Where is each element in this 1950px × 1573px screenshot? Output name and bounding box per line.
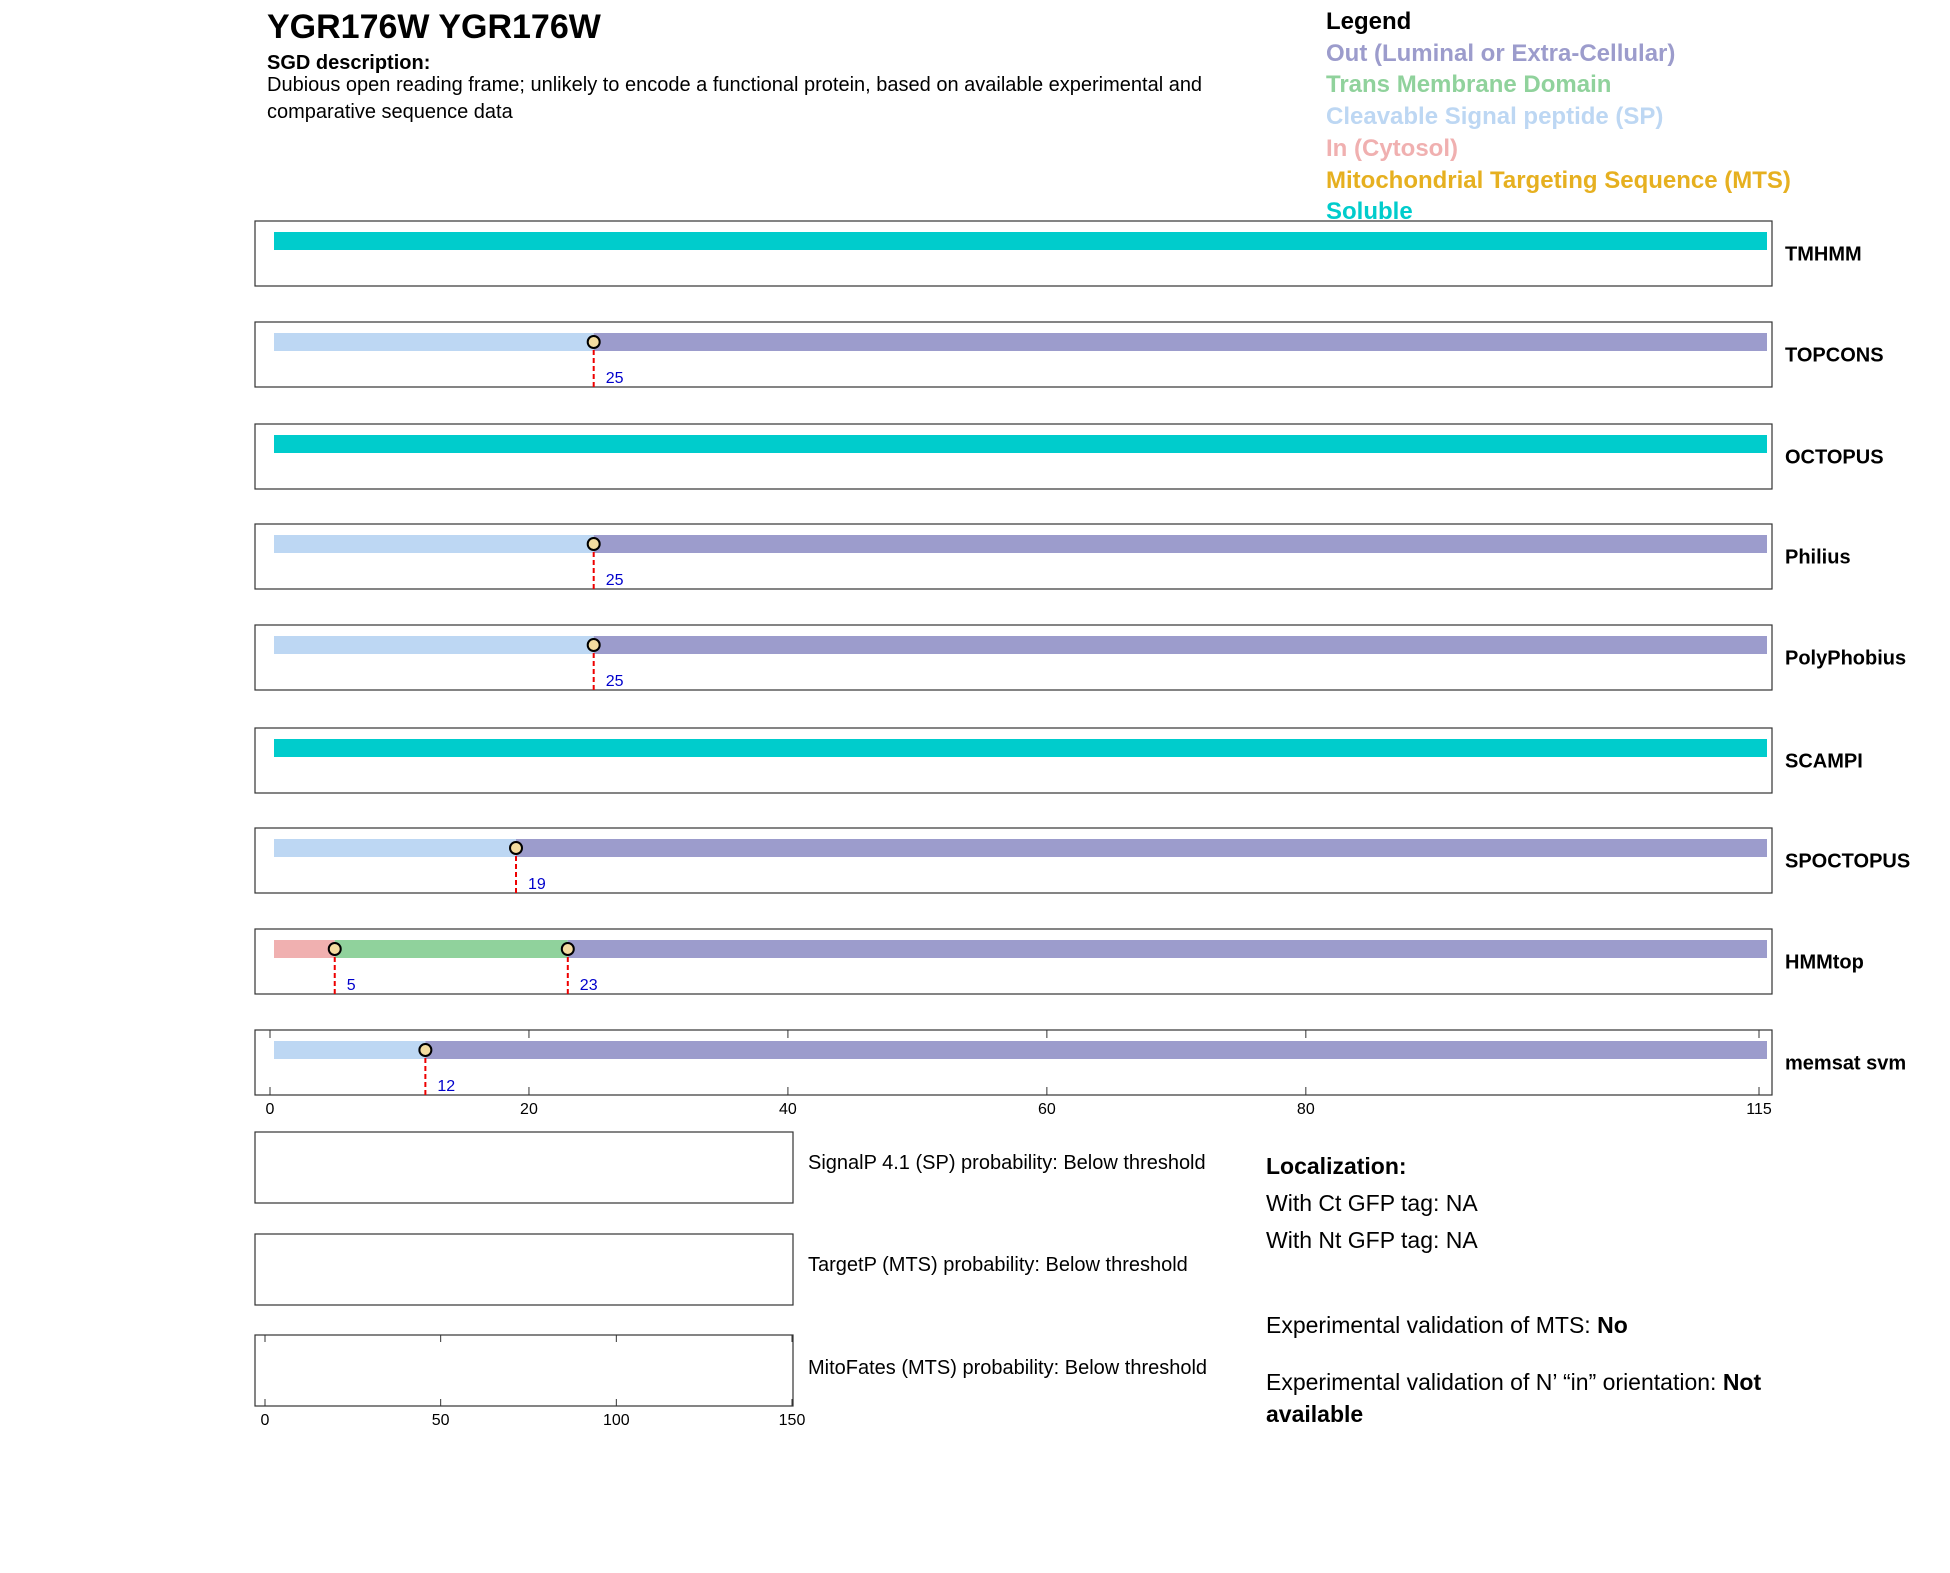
x-tick-label: 115 [1746, 1101, 1772, 1118]
probability-label: MitoFates (MTS) probability: Below thres… [808, 1357, 1208, 1379]
track-name: SPOCTOPUS [1785, 850, 1910, 872]
track-name: SCAMPI [1785, 750, 1863, 772]
localization: Localization: With Ct GFP tag: NA With N… [1266, 1148, 1846, 1430]
segment [274, 435, 1767, 453]
x-tick-label: 60 [1038, 1101, 1056, 1118]
legend-item: Cleavable Signal peptide (SP) [1326, 103, 1664, 131]
probability-box [254, 1334, 794, 1407]
probability-label: TargetP (MTS) probability: Below thresho… [808, 1254, 1188, 1276]
legend-item: Mitochondrial Targeting Sequence (MTS) [1326, 166, 1791, 194]
x-tick-label: 80 [1297, 1101, 1315, 1118]
label: Experimental validation of MTS: [1266, 1312, 1598, 1338]
x-tick-label: 50 [432, 1412, 450, 1429]
segment [593, 636, 1767, 654]
ct-tag: With Ct GFP tag: NA [1266, 1190, 1478, 1216]
value: No [1597, 1312, 1628, 1338]
track-name: Philius [1785, 546, 1851, 568]
boundary-label: 5 [347, 977, 356, 994]
segment [274, 739, 1767, 757]
track-box [254, 624, 1773, 691]
value: Not available [1266, 1369, 1762, 1427]
segment [567, 940, 1767, 958]
boundary-marker [586, 335, 601, 349]
segment [593, 333, 1767, 351]
boundary-marker [418, 1043, 433, 1057]
x-tick-label: 150 [779, 1412, 806, 1429]
boundary-marker [509, 841, 524, 855]
boundary-marker [586, 638, 601, 652]
track-name: HMMtop [1785, 951, 1864, 973]
x-tick-label: 40 [779, 1101, 797, 1118]
legend-item: Out (Luminal or Extra-Cellular) [1326, 39, 1676, 67]
track-box [254, 321, 1773, 388]
track-name: PolyPhobius [1785, 647, 1906, 669]
probability-box [254, 1233, 794, 1306]
track-box [254, 727, 1773, 794]
track-box [254, 220, 1773, 287]
segment [516, 839, 1767, 857]
title: YGR176W YGR176W [267, 8, 601, 46]
legend-item: In (Cytosol) [1326, 134, 1458, 162]
label: Experimental validation of N’ “in” orien… [1266, 1369, 1723, 1395]
boundary-label: 23 [580, 977, 598, 994]
probability-label: SignalP 4.1 (SP) probability: Below thre… [808, 1152, 1206, 1174]
track-box [254, 1029, 1773, 1096]
track-box [254, 827, 1773, 894]
boundary-label: 25 [606, 572, 624, 589]
segment [274, 535, 594, 553]
segment [274, 636, 594, 654]
track-name: TOPCONS [1785, 344, 1884, 366]
description-label: SGD description: [267, 52, 431, 74]
boundary-label: 19 [528, 876, 546, 893]
probability-box [254, 1131, 794, 1204]
track-name: OCTOPUS [1785, 446, 1884, 468]
x-tick-label: 100 [603, 1412, 630, 1429]
track-name: TMHMM [1785, 243, 1862, 265]
track-box [254, 523, 1773, 590]
track-box [254, 423, 1773, 490]
mts-validation: Experimental validation of MTS: No [1266, 1307, 1846, 1344]
boundary-label: 12 [437, 1078, 455, 1095]
segment [274, 1041, 426, 1059]
description: Dubious open reading frame; unlikely to … [267, 74, 1203, 123]
segment [274, 940, 335, 958]
boundary-label: 25 [606, 370, 624, 387]
x-tick-label: 20 [520, 1101, 538, 1118]
segment [274, 839, 517, 857]
legend: Legend Out (Luminal or Extra-Cellular) Tr… [1326, 6, 1791, 228]
localization-title: Localization: [1266, 1153, 1407, 1179]
x-tick-label: 0 [266, 1101, 275, 1118]
legend-item: Soluble [1326, 198, 1413, 226]
nt-tag: With Nt GFP tag: NA [1266, 1227, 1478, 1253]
track-name: memsat svm [1785, 1052, 1906, 1074]
orientation-validation: Experimental validation of N’ “in” orien… [1266, 1366, 1846, 1430]
legend-item: Trans Membrane Domain [1326, 71, 1612, 99]
track-box [254, 928, 1773, 995]
x-tick-label: 0 [261, 1412, 270, 1429]
segment [425, 1041, 1767, 1059]
segment [334, 940, 568, 958]
legend-title: Legend [1326, 8, 1412, 35]
boundary-marker [327, 942, 342, 956]
boundary-label: 25 [606, 673, 624, 690]
boundary-marker [586, 537, 601, 551]
boundary-marker [560, 942, 575, 956]
segment [593, 535, 1767, 553]
segment [274, 333, 594, 351]
segment [274, 232, 1767, 250]
